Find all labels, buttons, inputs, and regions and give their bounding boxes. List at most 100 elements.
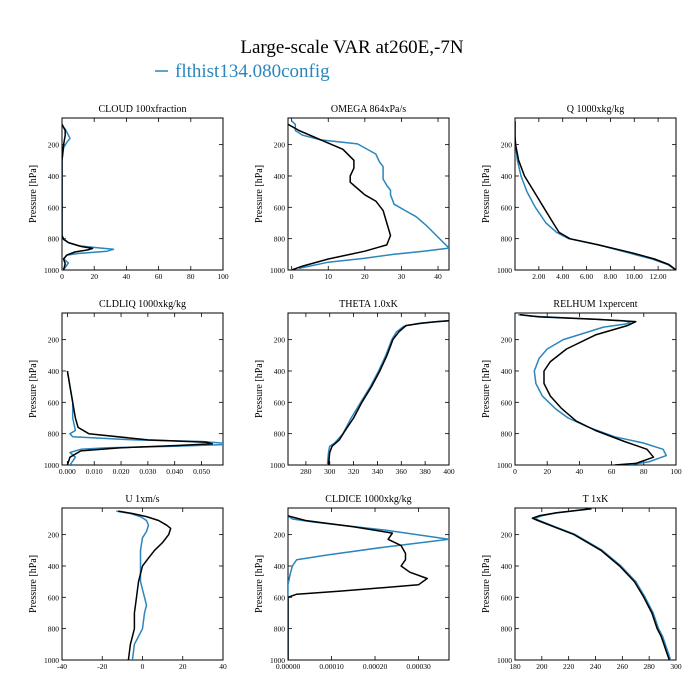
y-tick-label: 200	[274, 141, 286, 150]
x-tick-label: 40	[576, 467, 584, 476]
y-tick-label: 600	[48, 398, 60, 407]
y-tick-label: 600	[48, 593, 60, 602]
x-tick-label: 40	[219, 662, 227, 671]
panel-title: THETA 1.0xK	[339, 299, 398, 310]
y-tick-label: 400	[501, 367, 513, 376]
series-line-reference	[327, 320, 449, 465]
y-tick-label: 600	[501, 593, 513, 602]
y-axis-label: Pressure [hPa]	[254, 555, 265, 613]
chart-panel-6: RELHUM 1xpercent Pressure [hPa] 0 20 40 60 80 1…	[481, 299, 682, 476]
plot-frame	[61, 312, 224, 466]
y-tick-label: 200	[274, 531, 286, 540]
y-axis-label: Pressure [hPa]	[481, 165, 492, 223]
x-tick-label: 0.00030	[406, 662, 431, 671]
y-tick-label: 1000	[270, 266, 285, 275]
chart-panel-1: CLOUD 100xfraction Pressure [hPa] 0 20 40 60 8…	[28, 104, 229, 281]
x-tick-label: 0	[141, 662, 145, 671]
y-tick-label: 400	[48, 172, 60, 181]
y-tick-label: 600	[274, 593, 286, 602]
figure-title: Large-scale VAR at260E,-7N	[240, 37, 463, 58]
y-tick-label: 800	[501, 235, 513, 244]
y-tick-label: 600	[48, 203, 60, 212]
x-tick-label: 6.00	[580, 272, 593, 281]
y-tick-label: 600	[274, 398, 286, 407]
y-axis-label: Pressure [hPa]	[481, 555, 492, 613]
x-tick-label: 0	[290, 272, 294, 281]
plot-frame	[287, 117, 450, 271]
plot-frame	[514, 117, 677, 271]
y-tick-label: 400	[274, 367, 286, 376]
y-tick-label: 400	[48, 562, 60, 571]
y-tick-label: 400	[501, 172, 513, 181]
y-tick-label: 200	[48, 336, 60, 345]
y-tick-label: 200	[274, 336, 286, 345]
x-tick-label: 40	[123, 272, 131, 281]
panel-title: CLDLIQ 1000xkg/kg	[99, 299, 186, 310]
y-tick-label: 800	[48, 625, 60, 634]
plot-frame	[514, 507, 677, 661]
y-tick-label: 400	[501, 562, 513, 571]
panel-title: T 1xK	[583, 494, 609, 505]
series-line-model	[288, 515, 449, 660]
y-axis-label: Pressure [hPa]	[481, 360, 492, 418]
x-tick-label: 8.00	[604, 272, 617, 281]
x-tick-label: 100	[217, 272, 229, 281]
x-tick-label: 60	[608, 467, 616, 476]
chart-panel-2: OMEGA 864xPa/s Pressure [hPa] 0 10 20 30 40 200…	[254, 104, 450, 281]
plot-frame	[514, 312, 677, 466]
x-tick-label: 340	[372, 467, 384, 476]
x-tick-label: 80	[187, 272, 195, 281]
y-tick-label: 200	[48, 531, 60, 540]
x-tick-label: 20	[179, 662, 187, 671]
x-tick-label: 300	[670, 662, 682, 671]
y-axis-label: Pressure [hPa]	[254, 165, 265, 223]
y-tick-label: 600	[274, 203, 286, 212]
x-tick-label: 20	[543, 467, 551, 476]
x-tick-label: 4.00	[556, 272, 569, 281]
x-tick-label: 20	[90, 272, 98, 281]
chart-panel-4: CLDLIQ 1000xkg/kg Pressure [hPa] 0.000 0.01…	[28, 299, 224, 476]
y-tick-label: 1000	[44, 656, 59, 665]
series-line-reference	[531, 508, 671, 660]
chart-panel-8: CLDICE 1000xkg/kg Pressure [hPa] 0.00000 0.…	[254, 494, 450, 671]
plot-frame	[61, 507, 224, 661]
y-tick-label: 800	[274, 235, 286, 244]
panel-grid: CLOUD 100xfraction Pressure [hPa] 0 20 40 60 8…	[28, 104, 682, 671]
x-tick-label: 0.050	[193, 467, 210, 476]
x-tick-label: 40	[434, 272, 442, 281]
x-tick-label: 240	[590, 662, 602, 671]
panel-title: RELHUM 1xpercent	[553, 299, 637, 310]
x-tick-label: 300	[324, 467, 336, 476]
series-line-model	[66, 370, 223, 465]
plot-frame	[287, 507, 450, 661]
x-tick-label: 12.00	[650, 272, 667, 281]
y-tick-label: 200	[48, 141, 60, 150]
series-line-reference	[288, 123, 392, 270]
plot-frame	[287, 312, 450, 466]
x-tick-label: 180	[509, 662, 521, 671]
y-tick-label: 1000	[497, 461, 512, 470]
y-tick-label: 800	[48, 235, 60, 244]
y-tick-label: 800	[48, 430, 60, 439]
panel-title: U 1xm/s	[125, 494, 159, 505]
chart-panel-5: THETA 1.0xK Pressure [hPa] 280 300 320 340 360…	[254, 299, 455, 476]
y-axis-label: Pressure [hPa]	[254, 360, 265, 418]
series-line-reference	[515, 121, 676, 270]
x-tick-label: 0.010	[86, 467, 103, 476]
x-tick-label: 0.020	[113, 467, 130, 476]
y-axis-label: Pressure [hPa]	[28, 165, 39, 223]
series-line-model	[291, 120, 449, 270]
panel-title: CLOUD 100xfraction	[98, 104, 186, 115]
y-tick-label: 400	[274, 172, 286, 181]
x-tick-label: 0	[513, 467, 517, 476]
x-tick-label: 280	[644, 662, 656, 671]
y-tick-label: 600	[501, 398, 513, 407]
y-axis-label: Pressure [hPa]	[28, 360, 39, 418]
series-line-reference	[118, 510, 172, 660]
series-line-reference	[288, 515, 428, 660]
chart-panel-7: U 1xm/s Pressure [hPa] -40 -20 0 20 40 200 400 60…	[28, 494, 227, 671]
y-tick-label: 800	[501, 430, 513, 439]
panel-title: OMEGA 864xPa/s	[331, 104, 406, 115]
x-tick-label: 200	[536, 662, 548, 671]
